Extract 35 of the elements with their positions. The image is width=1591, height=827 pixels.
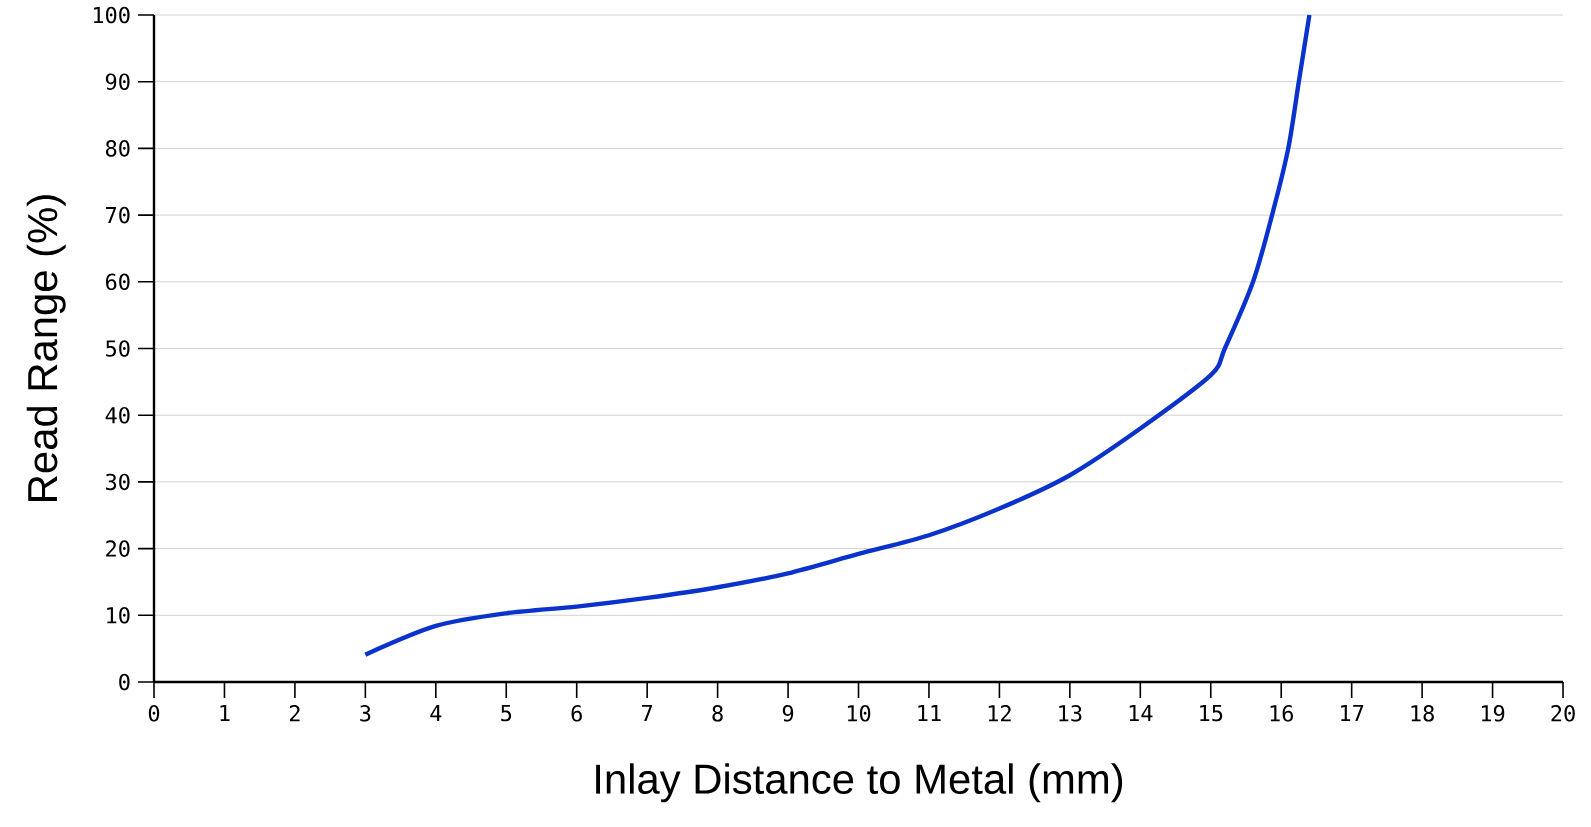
x-tick-label: 3 [360, 705, 371, 722]
x-tick-label: 17 [1341, 705, 1364, 722]
x-tick-label: 1 [220, 705, 230, 722]
x-tick-label: 8 [712, 705, 723, 722]
x-tick-label: 16 [1270, 705, 1293, 722]
y-tick-label: 0 [119, 673, 130, 691]
x-tick-label: 5 [501, 705, 512, 722]
line-series [363, 12, 1312, 657]
y-tick-label: 80 [105, 140, 130, 157]
y-tick-label: 90 [105, 73, 130, 90]
x-tick-label: 4 [430, 705, 442, 722]
x-tick-label: 2 [289, 705, 300, 722]
y-tick-label: 50 [106, 340, 130, 357]
y-tick-label: 60 [106, 273, 130, 291]
x-tick-label: 20 [1551, 705, 1575, 722]
x-tick-label: 12 [988, 705, 1011, 722]
x-axis-title: Inlay Distance to Metal (mm) [596, 763, 1123, 803]
x-tick-label: 0 [148, 705, 160, 722]
x-tick-label: 13 [1059, 705, 1082, 722]
x-tick-label: 6 [571, 705, 582, 722]
y-tick-label: 100 [94, 6, 130, 24]
x-tick-label: 19 [1482, 705, 1505, 722]
x-tick-label: 7 [642, 705, 653, 722]
y-tick-label: 20 [106, 540, 130, 557]
x-tick-label: 14 [1129, 705, 1153, 722]
x-tick-label: 11 [918, 705, 941, 722]
x-tick-label: 15 [1200, 705, 1223, 722]
y-tick-label: 70 [106, 206, 130, 224]
x-tick-label: 10 [847, 705, 871, 722]
y-tick-label: 30 [106, 473, 130, 491]
y-axis-title: Read Range (%) [26, 195, 66, 501]
x-tick-label: 18 [1411, 705, 1434, 722]
y-tick-label: 40 [105, 406, 130, 424]
x-tick-label: 9 [782, 705, 794, 722]
y-tick-label: 10 [107, 607, 130, 624]
